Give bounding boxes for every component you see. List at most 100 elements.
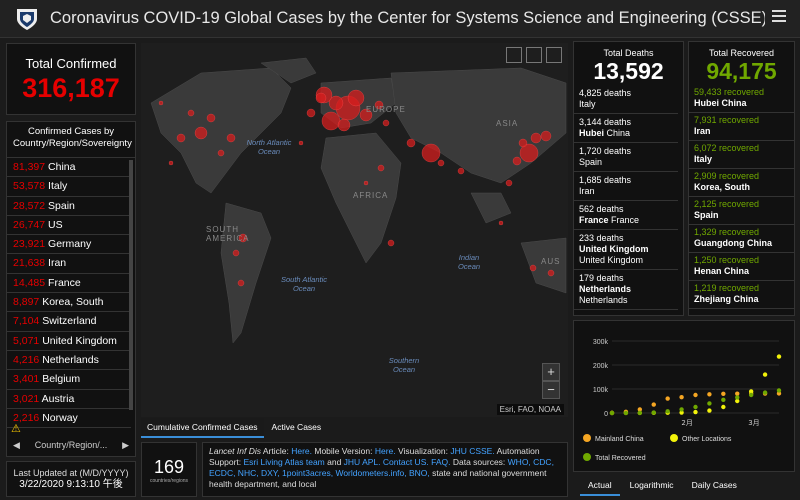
data-point bbox=[651, 402, 656, 407]
data-point bbox=[721, 391, 726, 396]
data-point bbox=[735, 398, 740, 404]
death-location-name: United Kingdom bbox=[579, 255, 644, 265]
confirmed-value: 3,401 bbox=[13, 373, 40, 386]
confirmed-value: 7,104 bbox=[13, 315, 40, 328]
list-item[interactable]: 2,216 Norway bbox=[7, 409, 131, 429]
list-item[interactable]: 4,216 Netherlands bbox=[7, 351, 131, 371]
list-item[interactable]: 3,144 deaths Hubei China bbox=[574, 114, 678, 143]
bookmark-icon[interactable] bbox=[506, 47, 522, 63]
recovered-value: 1,219 recovered bbox=[694, 283, 760, 293]
country-name: Germany bbox=[48, 238, 92, 251]
list-item[interactable]: 81,397 China bbox=[7, 158, 131, 178]
link-data-sources[interactable]: WHO, CDC, ECDC, NHC, DXY, 1point3acres, … bbox=[209, 457, 554, 478]
zoom-controls: + − bbox=[542, 363, 560, 399]
list-item[interactable]: 5,071 United Kingdom bbox=[7, 332, 131, 351]
data-point bbox=[721, 404, 726, 410]
confirmed-value: 53,578 bbox=[13, 180, 46, 193]
recovered-value: 1,329 recovered bbox=[694, 227, 760, 237]
confirmed-value: 28,572 bbox=[13, 199, 46, 212]
tab-logarithmic[interactable]: Logarithmic bbox=[629, 480, 674, 490]
list-item[interactable]: 7,931 recovered Iran bbox=[689, 113, 794, 141]
list-item[interactable]: 233 deaths United Kingdom United Kingdom bbox=[574, 230, 678, 270]
legend-label: Total Recovered bbox=[595, 455, 646, 462]
cases-chart: 0 100k 200k 300k 2月 3月 Mainland China Other Loc… bbox=[583, 339, 782, 462]
zoom-in-button[interactable]: + bbox=[542, 363, 560, 381]
qr-code-icon[interactable] bbox=[546, 47, 562, 63]
total-recovered-value: 94,175 bbox=[706, 58, 777, 84]
list-item[interactable]: 14,485 France bbox=[7, 274, 131, 294]
death-location-name: Spain bbox=[579, 157, 603, 167]
list-item[interactable]: 7,104 Switzerland bbox=[7, 312, 131, 332]
country-name: US bbox=[48, 218, 63, 231]
country-name: Iran bbox=[48, 257, 67, 270]
list-item[interactable]: 3,021 Austria bbox=[7, 390, 131, 409]
list-item[interactable]: 59,433 recovered Hubei China bbox=[689, 85, 794, 113]
list-item[interactable]: 4,825 deaths Italy bbox=[574, 85, 678, 114]
total-deaths-panel: Total Deaths 13,592 4,825 deaths Italy 3,1… bbox=[573, 41, 684, 316]
list-item[interactable]: 26,747 US bbox=[7, 216, 131, 236]
recovered-location: Guangdong China bbox=[694, 238, 772, 248]
app-header: Coronavirus COVID-19 Global Cases by the… bbox=[0, 0, 800, 38]
list-item[interactable]: 53,578 Italy bbox=[7, 177, 131, 197]
data-point bbox=[721, 397, 726, 402]
menu-icon[interactable] bbox=[772, 10, 786, 22]
list-item[interactable]: 562 deaths France France bbox=[574, 201, 678, 230]
tab-cumulative-confirmed[interactable]: Cumulative Confirmed Cases bbox=[141, 418, 264, 438]
y-tick-label: 200k bbox=[593, 363, 609, 370]
death-location: Spain bbox=[579, 157, 673, 168]
link-mobile[interactable]: Here. bbox=[374, 446, 396, 456]
link-article[interactable]: Here. bbox=[291, 446, 313, 456]
continent-aus: AUS bbox=[541, 257, 561, 266]
list-item[interactable]: 3,401 Belgium bbox=[7, 370, 131, 390]
list-item[interactable]: 2,909 recovered Korea, South bbox=[689, 169, 794, 197]
confirmed-value: 8,897 bbox=[13, 296, 40, 309]
country-name: United Kingdom bbox=[42, 334, 117, 347]
recovered-value: 1,250 recovered bbox=[694, 255, 760, 265]
info-text-5: and bbox=[324, 457, 344, 467]
link-jhu-apl[interactable]: JHU APL. bbox=[343, 457, 381, 467]
list-item[interactable]: 21,638 Iran bbox=[7, 254, 131, 274]
list-item[interactable]: 8,897 Korea, South bbox=[7, 293, 131, 313]
tab-active-cases[interactable]: Active Cases bbox=[271, 422, 322, 432]
list-item[interactable]: 23,921 Germany bbox=[7, 235, 131, 255]
legend-label: Other Locations bbox=[682, 436, 732, 443]
link-esri[interactable]: Esri Living Atlas team bbox=[243, 457, 325, 467]
data-point bbox=[748, 392, 754, 398]
total-deaths-value: 13,592 bbox=[593, 58, 664, 84]
data-point bbox=[707, 401, 712, 406]
list-item[interactable]: 179 deaths Netherlands Netherlands bbox=[574, 270, 678, 310]
country-name: Netherlands bbox=[42, 353, 99, 366]
death-location-bold: France bbox=[579, 215, 609, 225]
ocean-southern: Southern Ocean bbox=[388, 356, 420, 374]
data-point bbox=[623, 410, 629, 416]
list-icon[interactable] bbox=[526, 47, 542, 63]
link-contact[interactable]: Contact US. bbox=[382, 457, 429, 467]
total-recovered-panel: Total Recovered 94,175 59,433 recovered H… bbox=[688, 41, 795, 316]
list-item[interactable]: 1,219 recovered Zhejiang China bbox=[689, 281, 794, 309]
list-item[interactable]: 1,685 deaths Iran bbox=[574, 172, 678, 201]
list-tabs: ◀ Country/Region/... ▶ bbox=[7, 434, 135, 456]
world-map[interactable]: EUROPE ASIA AFRICA SOUTH AMERICA AUS Nor… bbox=[141, 43, 568, 417]
tab-actual[interactable]: Actual bbox=[580, 476, 620, 496]
prev-icon[interactable]: ◀ bbox=[13, 439, 20, 450]
x-tick-label: 2月 bbox=[681, 419, 692, 427]
warning-icon[interactable]: ⚠ bbox=[11, 423, 21, 435]
tab-daily-cases[interactable]: Daily Cases bbox=[691, 480, 737, 490]
ocean-indian: Indian Ocean bbox=[457, 253, 481, 271]
zoom-out-button[interactable]: − bbox=[542, 381, 560, 399]
link-jhu-csse[interactable]: JHU CSSE. bbox=[450, 446, 495, 456]
continent-south-america: SOUTH AMERICA bbox=[206, 225, 250, 243]
list-scrollbar[interactable] bbox=[129, 160, 133, 410]
data-point bbox=[776, 388, 782, 393]
map-canvas[interactable] bbox=[141, 43, 568, 417]
list-item[interactable]: 1,250 recovered Henan China bbox=[689, 253, 794, 281]
next-icon[interactable]: ▶ bbox=[122, 439, 129, 450]
list-item[interactable]: 1,329 recovered Guangdong China bbox=[689, 225, 794, 253]
list-item[interactable]: 28,572 Spain bbox=[7, 197, 131, 216]
list-item[interactable]: 1,720 deaths Spain bbox=[574, 143, 678, 172]
deaths-value: 562 deaths bbox=[579, 204, 624, 214]
list-item[interactable]: 2,125 recovered Spain bbox=[689, 197, 794, 225]
list-item[interactable]: 6,072 recovered Italy bbox=[689, 141, 794, 169]
link-faq[interactable]: FAQ. bbox=[431, 457, 451, 467]
list-tab-country[interactable]: Country/Region/... bbox=[34, 440, 108, 450]
